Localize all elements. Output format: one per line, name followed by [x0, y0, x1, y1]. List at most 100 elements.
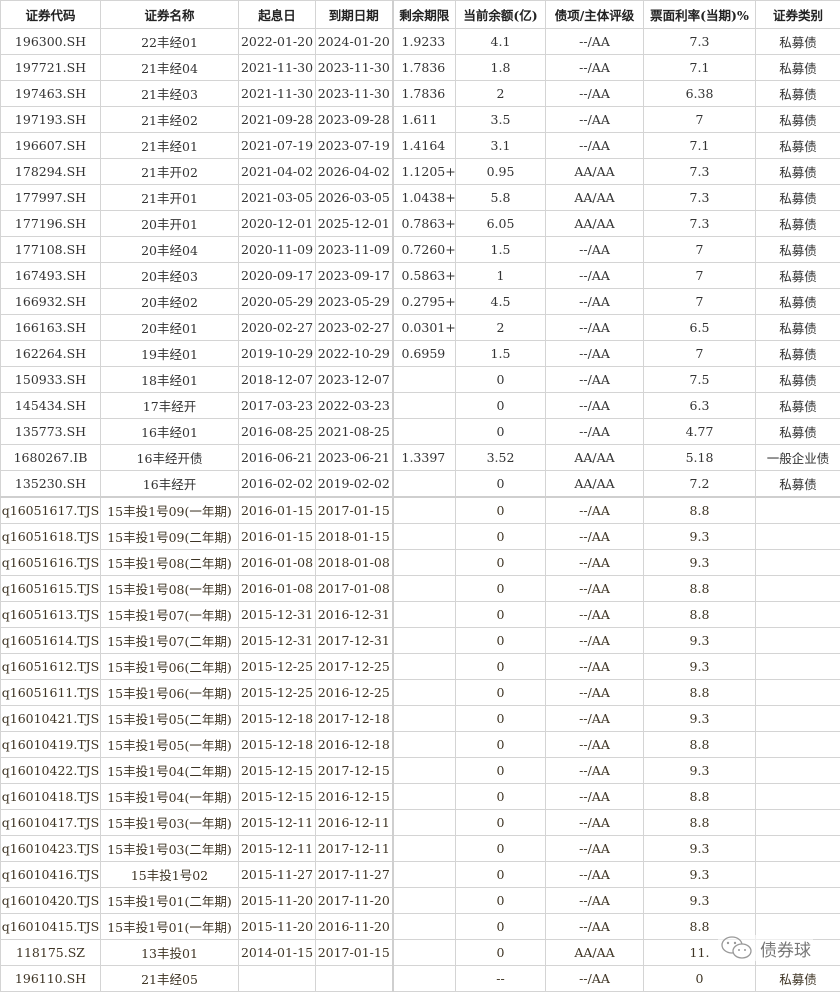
- cell-coupon-rate: 0: [644, 966, 756, 992]
- cell-balance: 4.1: [456, 29, 546, 55]
- cell-maturity-date: 2017-11-20: [316, 888, 393, 914]
- cell-balance: 1.5: [456, 237, 546, 263]
- cell-code: q16010415.TJS: [1, 914, 101, 940]
- cell-coupon-rate: 7: [644, 237, 756, 263]
- cell-name: 20丰开01: [101, 211, 239, 237]
- cell-rating: AA/AA: [546, 471, 644, 498]
- cell-bond-type: 私募债: [756, 29, 840, 55]
- cell-name: 22丰经01: [101, 29, 239, 55]
- cell-bond-type: 私募债: [756, 367, 840, 393]
- cell-maturity-date: 2017-01-08: [316, 576, 393, 602]
- cell-name: 21丰经04: [101, 55, 239, 81]
- cell-maturity-date: [316, 966, 393, 992]
- cell-maturity-date: 2017-12-31: [316, 628, 393, 654]
- cell-maturity-date: 2016-11-20: [316, 914, 393, 940]
- watermark-text: 债券球: [760, 936, 811, 961]
- cell-maturity-date: 2017-01-15: [316, 497, 393, 524]
- cell-bond-type: [756, 628, 840, 654]
- cell-bond-type: [756, 836, 840, 862]
- cell-balance: 0: [456, 810, 546, 836]
- cell-name: 15丰投1号09(二年期): [101, 524, 239, 550]
- cell-bond-type: 私募债: [756, 133, 840, 159]
- cell-remaining-term: [393, 706, 456, 732]
- cell-remaining-term: [393, 680, 456, 706]
- cell-balance: 0: [456, 836, 546, 862]
- cell-maturity-date: 2017-01-15: [316, 940, 393, 966]
- cell-balance: 0: [456, 706, 546, 732]
- cell-remaining-term: [393, 758, 456, 784]
- cell-rating: --/AA: [546, 836, 644, 862]
- cell-code: q16051615.TJS: [1, 576, 101, 602]
- header-balance: 当前余额(亿): [456, 1, 546, 29]
- cell-code: q16051617.TJS: [1, 497, 101, 524]
- cell-rating: AA/AA: [546, 940, 644, 966]
- cell-code: 197193.SH: [1, 107, 101, 133]
- cell-maturity-date: 2016-12-25: [316, 680, 393, 706]
- cell-maturity-date: 2017-12-15: [316, 758, 393, 784]
- cell-value-date: 2015-11-20: [239, 888, 316, 914]
- cell-code: 166163.SH: [1, 315, 101, 341]
- cell-maturity-date: 2019-02-02: [316, 471, 393, 498]
- cell-balance: 0: [456, 550, 546, 576]
- cell-code: 177108.SH: [1, 237, 101, 263]
- cell-name: 15丰投1号05(二年期): [101, 706, 239, 732]
- cell-remaining-term: 0.7863+3: [393, 211, 456, 237]
- cell-remaining-term: 0.7260+1: [393, 237, 456, 263]
- cell-coupon-rate: 7.5: [644, 367, 756, 393]
- cell-remaining-term: [393, 524, 456, 550]
- cell-maturity-date: 2016-12-11: [316, 810, 393, 836]
- cell-maturity-date: 2023-09-28: [316, 107, 393, 133]
- cell-coupon-rate: 7: [644, 341, 756, 367]
- cell-name: 21丰经02: [101, 107, 239, 133]
- cell-name: 21丰经05: [101, 966, 239, 992]
- cell-value-date: 2014-01-15: [239, 940, 316, 966]
- cell-code: q16051618.TJS: [1, 524, 101, 550]
- cell-coupon-rate: 8.8: [644, 680, 756, 706]
- cell-name: 15丰投1号06(二年期): [101, 654, 239, 680]
- cell-value-date: 2021-07-19: [239, 133, 316, 159]
- cell-rating: --/AA: [546, 862, 644, 888]
- cell-code: q16010419.TJS: [1, 732, 101, 758]
- cell-bond-type: [756, 758, 840, 784]
- cell-rating: --/AA: [546, 758, 644, 784]
- cell-coupon-rate: 7: [644, 107, 756, 133]
- cell-balance: 0.95: [456, 159, 546, 185]
- cell-rating: --/AA: [546, 107, 644, 133]
- cell-rating: --/AA: [546, 29, 644, 55]
- cell-rating: --/AA: [546, 419, 644, 445]
- cell-coupon-rate: 8.8: [644, 810, 756, 836]
- cell-code: 145434.SH: [1, 393, 101, 419]
- cell-value-date: 2015-11-20: [239, 914, 316, 940]
- cell-bond-type: [756, 497, 840, 524]
- cell-value-date: 2015-12-31: [239, 602, 316, 628]
- cell-balance: 3.1: [456, 133, 546, 159]
- cell-name: 15丰投1号02: [101, 862, 239, 888]
- cell-value-date: 2015-12-18: [239, 706, 316, 732]
- cell-name: 21丰经01: [101, 133, 239, 159]
- cell-coupon-rate: 7.3: [644, 159, 756, 185]
- cell-balance: 0: [456, 393, 546, 419]
- cell-name: 15丰投1号04(一年期): [101, 784, 239, 810]
- cell-value-date: 2017-03-23: [239, 393, 316, 419]
- cell-balance: 0: [456, 654, 546, 680]
- header-bond-type: 证券类别: [756, 1, 840, 29]
- cell-coupon-rate: 9.3: [644, 654, 756, 680]
- cell-remaining-term: 1.0438+3: [393, 185, 456, 211]
- cell-code: 162264.SH: [1, 341, 101, 367]
- cell-bond-type: [756, 862, 840, 888]
- cell-name: 20丰经02: [101, 289, 239, 315]
- cell-remaining-term: [393, 888, 456, 914]
- cell-name: 15丰投1号05(一年期): [101, 732, 239, 758]
